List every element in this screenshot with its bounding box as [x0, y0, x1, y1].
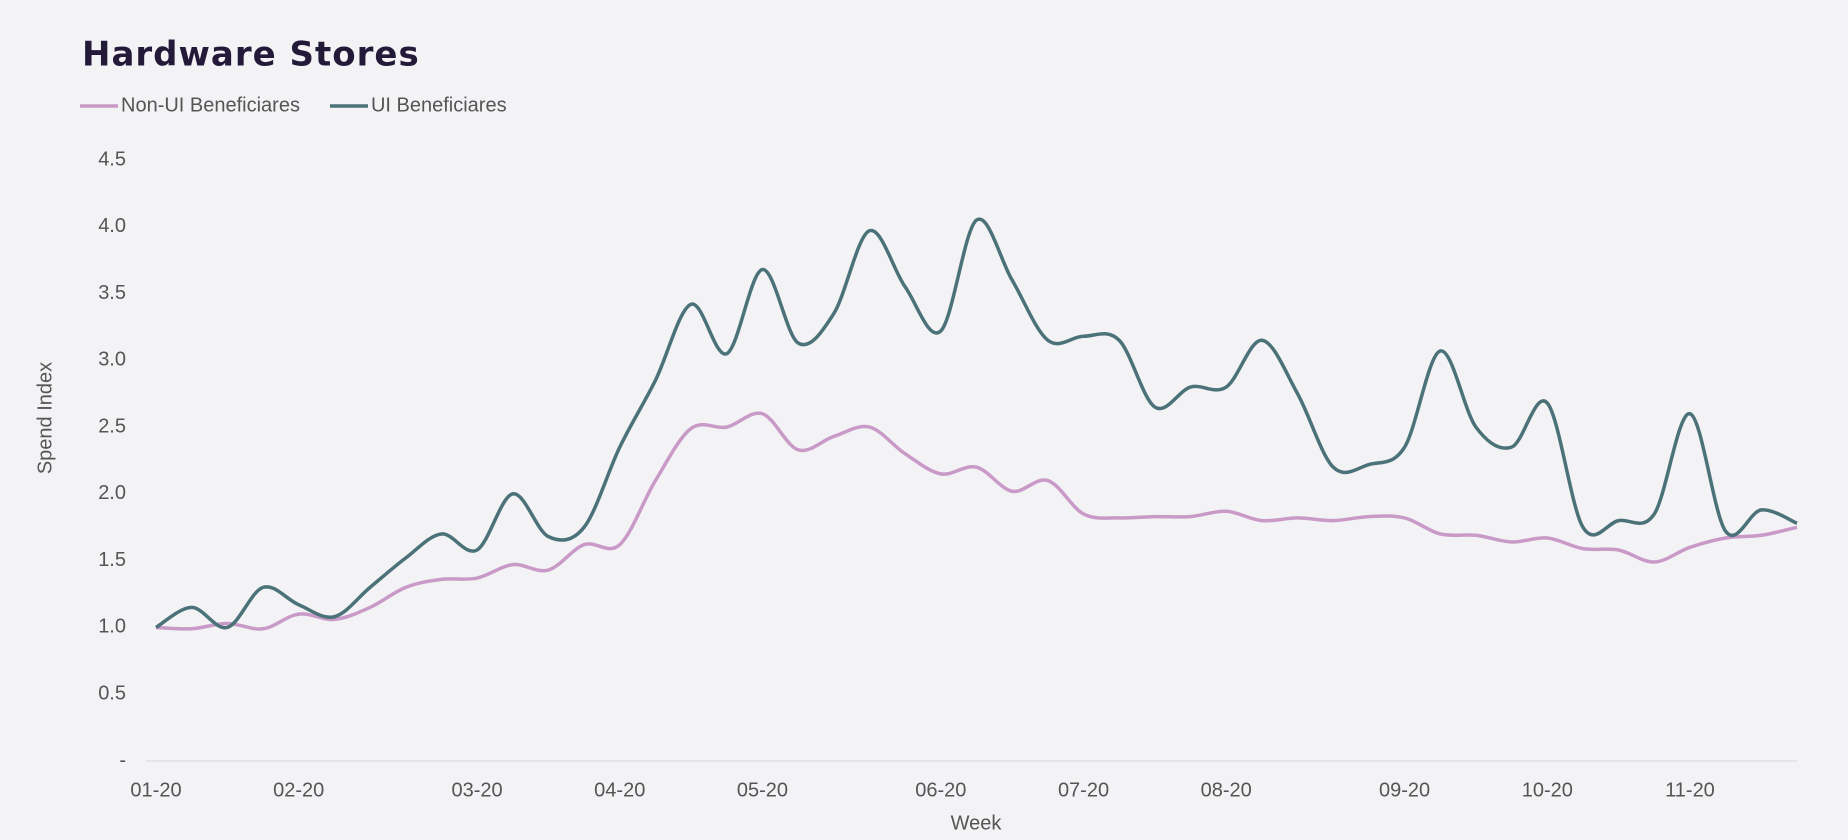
series-line — [155, 411, 1798, 631]
y-tick-label: 3.0 — [98, 349, 126, 371]
y-tick-label: - — [119, 749, 126, 771]
x-tick-label: 06-20 — [915, 779, 966, 801]
y-tick-label: 4.0 — [98, 215, 126, 237]
x-tick-label: 08-20 — [1201, 779, 1252, 801]
x-tick-label: 04-20 — [594, 779, 645, 801]
legend-label: Non-UI Beneficiares — [121, 94, 300, 116]
y-tick-label: 2.5 — [98, 415, 126, 437]
x-tick-label: 02-20 — [273, 779, 324, 801]
x-tick-label: 07-20 — [1058, 779, 1109, 801]
y-tick-label: 3.5 — [98, 282, 126, 304]
x-tick-label: 10-20 — [1522, 779, 1573, 801]
legend-label: UI Beneficiares — [371, 94, 507, 116]
x-tick-label: 11-20 — [1665, 779, 1715, 801]
y-tick-label: 2.0 — [98, 482, 126, 504]
series-line — [155, 217, 1798, 630]
y-tick-label: 1.0 — [98, 616, 126, 638]
y-axis-label: Spend Index — [34, 362, 56, 474]
x-tick-label: 09-20 — [1379, 779, 1430, 801]
chart-title: Hardware Stores — [82, 35, 420, 75]
x-tick-label: 01-20 — [130, 779, 181, 801]
y-tick-label: 4.5 — [98, 148, 126, 170]
y-tick-label: 0.5 — [98, 683, 126, 705]
x-tick-label: 05-20 — [737, 779, 788, 801]
y-tick-label: 1.5 — [98, 549, 126, 571]
x-tick-label: 03-20 — [451, 779, 502, 801]
x-axis-label: Week — [951, 812, 1003, 834]
